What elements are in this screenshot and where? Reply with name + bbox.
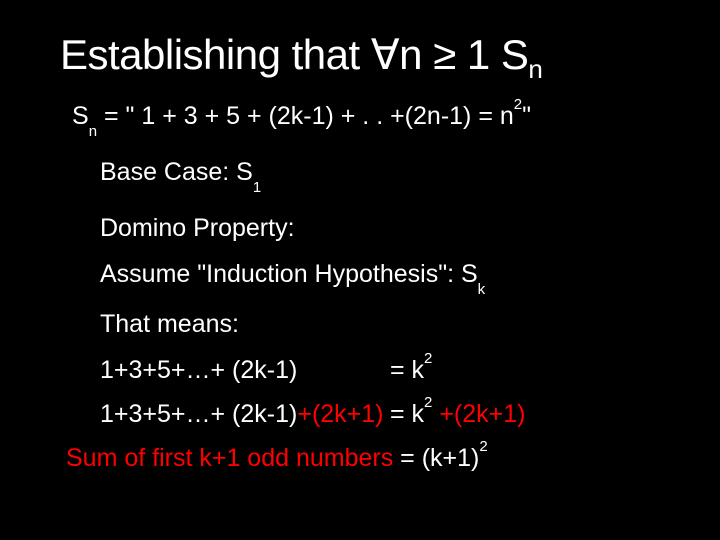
- title-pre: Establishing that: [60, 31, 371, 78]
- eq1-left: 1+3+5+…+ (2k-1): [100, 355, 390, 385]
- conclusion-post: = (k+1): [393, 444, 479, 472]
- domino-property: Domino Property:: [100, 213, 660, 243]
- eq2-left: 1+3+5+…+ (2k-1)+(2k+1): [100, 399, 390, 429]
- sn-S: S: [72, 102, 89, 130]
- base-sub: 1: [253, 179, 261, 196]
- slide: Establishing that ∀n ≥ 1 Sn Sn = " 1 + 3…: [0, 0, 720, 540]
- title-mid: n ≥ 1 S: [399, 31, 528, 78]
- conclusion: Sum of first k+1 odd numbers = (k+1)2: [66, 443, 660, 473]
- equation-2: 1+3+5+…+ (2k-1)+(2k+1) = k2 +(2k+1): [100, 399, 660, 429]
- base-label: Base Case: S: [100, 158, 253, 186]
- assume-line: Assume "Induction Hypothesis": Sk: [100, 259, 660, 293]
- base-case: Base Case: S1: [100, 157, 660, 191]
- sn-eq: = " 1 + 3 + 5 + (2k-1) + . . +(2n-1) = n: [97, 102, 514, 130]
- eq1-sup: 2: [424, 350, 432, 367]
- eq1-right: = k2: [390, 355, 432, 385]
- conclusion-pre: Sum of first k+1 odd numbers: [66, 444, 393, 472]
- eq1-eq: = k: [390, 356, 424, 384]
- title-quantifier: ∀: [371, 31, 399, 78]
- assume-sub: k: [478, 281, 486, 298]
- means-label: That means:: [100, 310, 239, 338]
- title-sub-n: n: [528, 54, 542, 84]
- that-means: That means:: [100, 309, 660, 339]
- slide-title: Establishing that ∀n ≥ 1 Sn: [60, 30, 660, 79]
- body-block: Base Case: S1 Domino Property: Assume "I…: [100, 157, 660, 429]
- assume-label: Assume "Induction Hypothesis": S: [100, 260, 478, 288]
- sn-definition: Sn = " 1 + 3 + 5 + (2k-1) + . . +(2n-1) …: [72, 101, 660, 135]
- eq2-left-black: 1+3+5+…+ (2k-1): [100, 400, 297, 428]
- conclusion-sup: 2: [479, 438, 487, 455]
- equation-1: 1+3+5+…+ (2k-1) = k2: [100, 355, 660, 385]
- eq2-eq: = k: [390, 400, 424, 428]
- eq2-sup: 2: [424, 394, 432, 411]
- eq2-right: = k2 +(2k+1): [390, 399, 526, 429]
- sn-sup: 2: [514, 96, 522, 113]
- domino-label: Domino Property:: [100, 214, 295, 242]
- eq2-left-red: +(2k+1): [297, 400, 383, 428]
- sn-close: ": [522, 102, 531, 130]
- eq2-right-red: +(2k+1): [432, 400, 525, 428]
- sn-sub: n: [89, 123, 97, 140]
